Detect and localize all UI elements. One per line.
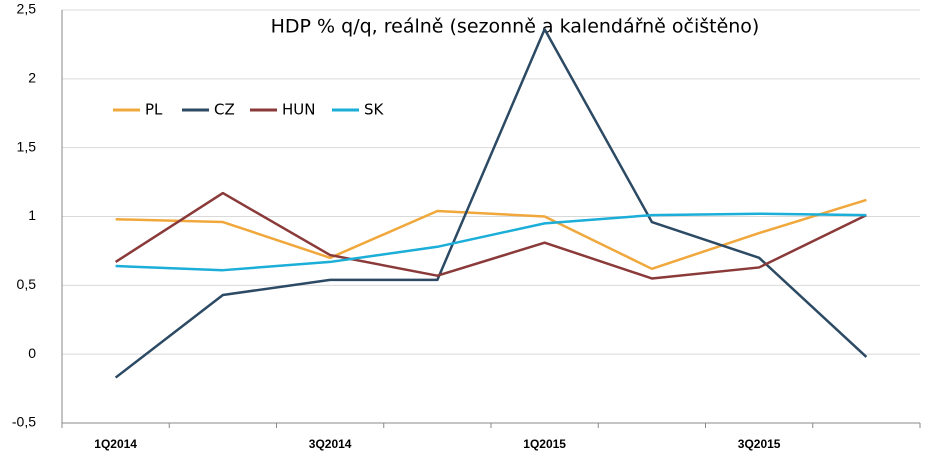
series-line	[115, 212, 867, 272]
x-tick-label: 3Q2014	[309, 437, 352, 451]
x-tick-label: 1Q2014	[94, 437, 137, 451]
series-line	[114, 28, 868, 379]
y-tick-label: -0,5	[12, 414, 36, 430]
chart-title: HDP % q/q, reálně (sezonně a kalendářně …	[271, 16, 760, 38]
y-tick-label: 2	[28, 70, 36, 86]
series-line	[115, 198, 867, 271]
legend-label: SK	[364, 101, 385, 119]
y-tick-label: 0	[28, 345, 36, 361]
legend-label: CZ	[214, 101, 235, 119]
y-tick-label: 2,5	[17, 1, 37, 17]
legend-label: PL	[145, 101, 163, 119]
series-line	[114, 191, 867, 280]
x-tick-label: 1Q2015	[523, 437, 566, 451]
y-tick-label: 0,5	[17, 276, 37, 292]
legend-label: HUN	[282, 101, 315, 119]
y-tick-label: 1	[28, 207, 36, 223]
x-tick-label: 3Q2015	[738, 437, 781, 451]
y-tick-label: 1,5	[17, 138, 37, 154]
